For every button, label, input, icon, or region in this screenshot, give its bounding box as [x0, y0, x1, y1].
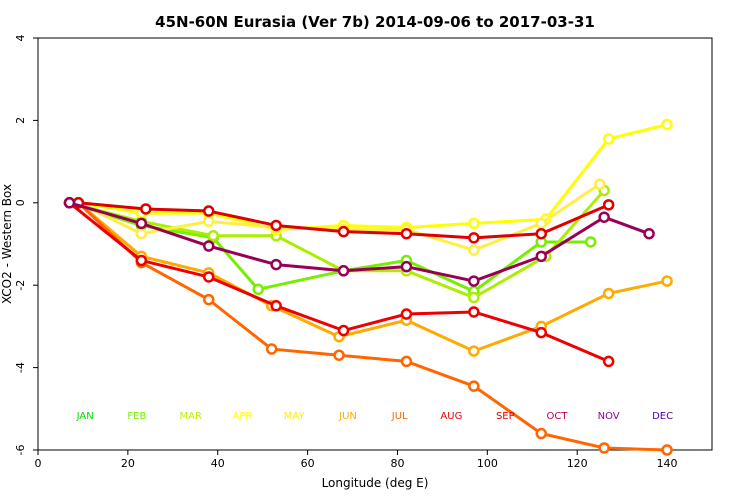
month-label: JUL [391, 411, 408, 422]
data-point [468, 345, 480, 357]
x-tick-label: 60 [301, 457, 315, 470]
month-label: JUN [338, 411, 357, 422]
data-point [202, 215, 215, 228]
data-point [468, 291, 480, 304]
y-tick-label: -2 [14, 280, 27, 291]
month-label: SEP [496, 411, 515, 422]
month-label: OCT [546, 411, 568, 422]
data-point [468, 306, 480, 318]
series-line [76, 201, 669, 353]
data-point [535, 217, 548, 230]
data-point [337, 265, 350, 277]
data-point [135, 217, 148, 230]
x-tick-label: 120 [567, 457, 588, 470]
data-point [468, 232, 480, 244]
data-point [252, 283, 264, 296]
x-tick-label: 80 [390, 457, 404, 470]
y-axis-label: XCO2 - Western Box [0, 184, 14, 304]
plot-frame [37, 37, 713, 451]
data-point [63, 197, 76, 209]
data-point [602, 133, 615, 145]
month-label: FEB [127, 411, 146, 422]
chart-title: 45N-60N Eurasia (Ver 7b) 2014-09-06 to 2… [155, 13, 595, 31]
data-point [468, 380, 480, 392]
data-point [135, 254, 148, 267]
data-point [337, 225, 350, 238]
series-line [76, 123, 669, 232]
data-point [661, 444, 673, 456]
data-point [598, 442, 610, 454]
data-point [202, 293, 215, 306]
data-point [202, 240, 215, 252]
x-tick-label: 100 [477, 457, 498, 470]
month-label: APR [233, 411, 253, 422]
data-point [337, 324, 350, 337]
series-line [67, 201, 593, 293]
data-point [468, 275, 480, 287]
series-may [72, 178, 606, 256]
data-point [270, 258, 282, 271]
month-label: MAY [284, 411, 306, 422]
data-point [535, 250, 548, 263]
y-tick-label: 2 [14, 117, 27, 124]
x-axis: 0 20 40 60 80 100 120 140 [35, 450, 678, 470]
y-tick-label: 0 [14, 199, 27, 206]
data-point [333, 349, 345, 361]
data-point [400, 227, 413, 240]
data-point [140, 203, 152, 215]
data-point [265, 343, 278, 355]
data-point [270, 219, 282, 232]
y-tick-label: -6 [14, 445, 27, 456]
x-axis-label: Longitude (deg E) [322, 476, 429, 490]
x-tick-label: 140 [657, 457, 678, 470]
month-labels: JAN FEB MAR APR MAY JUN JUL AUG SEP OCT NOV DEC [76, 411, 673, 422]
data-point [535, 427, 548, 440]
series-nov [63, 197, 655, 287]
data-point [602, 287, 615, 300]
series-line [76, 201, 669, 452]
data-point [400, 260, 413, 273]
series-line [76, 182, 602, 252]
month-label: DEC [652, 411, 673, 422]
data-point [602, 355, 615, 368]
data-point [468, 244, 480, 256]
data-point [643, 227, 655, 240]
month-label: NOV [598, 411, 620, 422]
series-jun [72, 197, 673, 357]
data-point [468, 217, 480, 230]
x-tick-label: 0 [35, 457, 42, 470]
data-point [270, 300, 282, 312]
y-axis: -6 -4 -2 0 2 4 [14, 35, 38, 456]
data-point [202, 271, 215, 283]
data-point [535, 227, 548, 240]
data-point [535, 326, 548, 339]
y-tick-label: 4 [14, 35, 27, 42]
data-point [202, 205, 215, 217]
series-line [67, 201, 651, 283]
data-point [661, 118, 673, 131]
series-sep [72, 197, 615, 244]
x-tick-label: 40 [211, 457, 225, 470]
month-label: AUG [440, 411, 462, 422]
data-point [661, 275, 673, 287]
data-point [602, 199, 615, 211]
data-point [593, 178, 606, 191]
data-point [207, 230, 219, 242]
month-label: MAR [180, 411, 202, 422]
y-tick-label: -4 [14, 362, 27, 373]
data-point [598, 211, 610, 223]
data-point [400, 308, 413, 320]
data-point [400, 355, 413, 368]
x-tick-label: 20 [121, 457, 135, 470]
month-label: JAN [76, 411, 94, 422]
data-point [584, 236, 597, 248]
series-layer [63, 118, 673, 456]
data-point [135, 227, 148, 240]
series-jul [72, 197, 673, 456]
